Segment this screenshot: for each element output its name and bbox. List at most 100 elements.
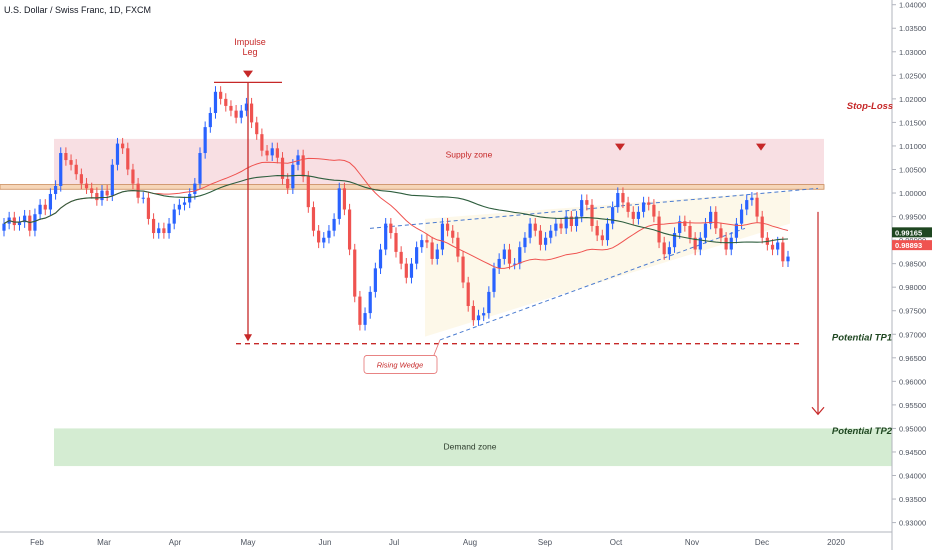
x-tick-label: Jun [319,538,332,547]
candle-body [337,188,341,219]
candle-body [569,216,573,226]
candle-body [213,91,218,113]
candle-body [781,242,785,262]
candle-body [760,216,764,238]
impulse-arrowhead [244,334,252,342]
candle-body [219,91,223,99]
candle-body [291,164,295,189]
candle-body [420,240,424,248]
candle-body [636,211,641,219]
candle-body [750,197,754,201]
candle-body [244,103,249,111]
candle-body [729,237,733,250]
candle-body [631,211,635,219]
y-tick-label: 0.97000 [899,330,926,339]
candle-body [445,223,450,231]
candle-body [456,237,460,257]
candle-body [105,190,109,196]
candle-body [172,209,176,224]
demand-zone [54,428,892,467]
candle-body [600,235,604,241]
supply-arrow-dec [756,143,766,151]
candle-body [373,268,377,292]
candle-body [311,207,316,231]
candle-body [193,183,197,194]
candle-body [770,244,775,250]
candle-body [141,197,145,199]
candle-body [131,169,135,184]
candle-body [203,127,207,154]
y-tick-label: 1.03500 [899,24,926,33]
x-tick-label: 2020 [827,538,845,547]
price-tag-label: 0.99165 [895,228,922,237]
y-tick-label: 1.03000 [899,48,926,57]
candle-body [647,202,651,205]
candle-body [415,247,419,264]
candle-body [95,193,99,201]
y-tick-label: 0.98000 [899,283,926,292]
candle-body [667,247,671,255]
candle-body [234,110,238,118]
candle-body [513,263,517,265]
candle-body [719,228,723,238]
candle-body [662,242,666,255]
x-tick-label: Oct [610,538,623,547]
x-tick-label: Apr [169,538,182,547]
candle-body [409,263,414,278]
candle-body [79,174,83,184]
candle-body [69,160,73,165]
candle-body [564,216,568,229]
candle-body [528,223,532,238]
resistance-band [0,184,825,190]
candle-body [616,193,620,208]
candle-body [786,256,790,262]
candle-body [188,193,192,203]
x-tick-label: Feb [30,538,44,547]
candles [2,86,790,331]
candle-body [306,176,310,208]
y-tick-label: 1.04000 [899,1,926,10]
candle-body [745,200,749,210]
candle-body [115,143,120,165]
supply-arrow-oct [615,143,625,151]
target-arrowhead [811,406,825,416]
candle-body [198,153,202,184]
impulse-label-line-2: Leg [242,47,257,57]
candle-body [739,209,744,224]
candle-body [559,223,563,229]
y-tick-label: 0.94000 [899,472,926,481]
candle-body [17,222,22,226]
candle-body [549,230,553,238]
candle-body [755,197,759,217]
candle-body [430,242,434,259]
candle-body [59,153,63,186]
x-tick-label: Jul [389,538,399,547]
x-tick-label: Sep [538,538,553,547]
candle-body [709,211,713,224]
candle-body [368,291,372,314]
candle-body [167,223,171,234]
candle-body [353,249,357,297]
candle-body [435,249,439,259]
candle-body [33,214,37,231]
candle-body [146,197,151,219]
candle-body [229,105,233,111]
y-tick-label: 0.95000 [899,424,926,433]
stop-loss-label: Stop-Loss [847,101,893,112]
candle-body [585,200,589,205]
candle-body [84,183,89,189]
y-tick-label: 0.93000 [899,519,926,528]
candle-body [425,240,429,243]
candle-body [157,228,161,234]
wedge-upper-line [369,187,819,229]
candle-body [126,148,130,170]
candle-body [657,216,661,243]
impulse-label-line-1: Impulse [234,37,266,47]
candle-body [611,207,615,224]
candle-body [239,110,243,118]
candle-body [358,296,362,325]
candle-body [260,134,264,151]
candle-body [543,237,548,245]
y-tick-label: 1.02000 [899,95,926,104]
